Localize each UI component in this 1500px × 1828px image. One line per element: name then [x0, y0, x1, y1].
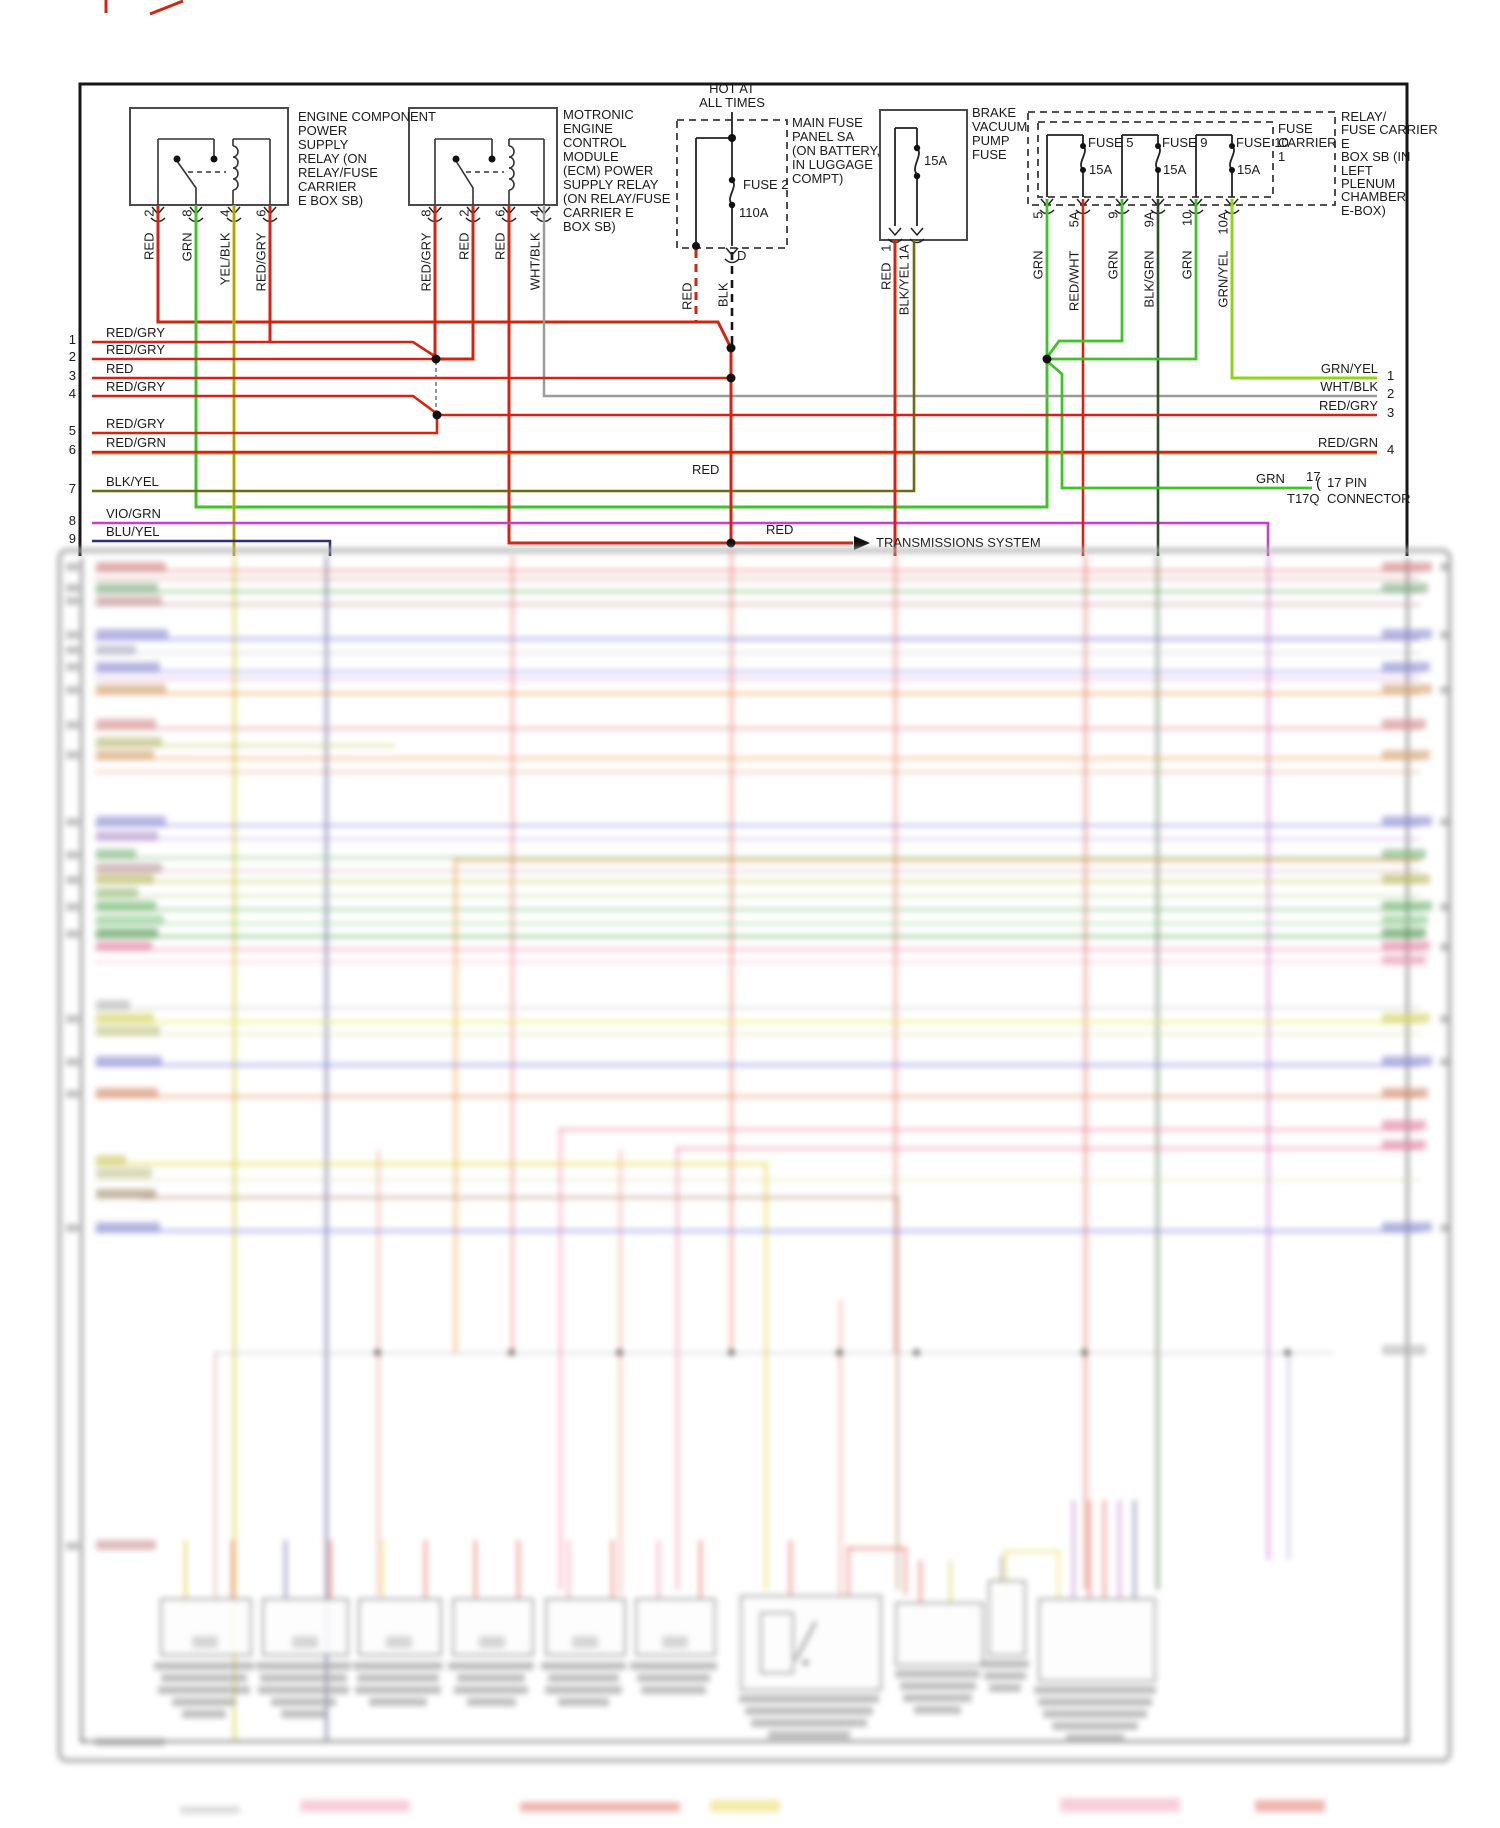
right-pin-4: 4	[1387, 442, 1395, 457]
terminal-d-label: D	[737, 248, 747, 263]
t17q-wire: GRN	[1256, 471, 1285, 486]
relay-a-box	[129, 107, 289, 206]
t17q-line2-right: CONNECTOR	[1327, 491, 1411, 506]
wire-red-relay-b2	[440, 205, 475, 361]
red-vertical-label: RED	[692, 462, 720, 477]
t17q-line2-left: T17Q	[1287, 491, 1320, 506]
right-pin-3: 3	[1387, 405, 1395, 420]
t17q-paren: (	[1316, 475, 1321, 492]
fuse2-name: FUSE 2	[743, 177, 789, 192]
left-pin-2: 2	[68, 349, 76, 364]
left-wire-1: RED/GRY	[106, 325, 165, 340]
relay-b-label: MOTRONIC ENGINE CONTROL MODULE (ECM) POWER…	[563, 107, 671, 234]
fuse-carrier-inner-label: FUSE CARRIER 1	[1278, 121, 1337, 164]
diagram-frame	[78, 82, 1409, 556]
wire-row4	[92, 394, 437, 415]
right-pin-1: 1	[1387, 368, 1395, 383]
main-fuse-panel-label: MAIN FUSE PANEL SA (ON BATTERY, IN LUGGAGE…	[792, 115, 881, 186]
left-wire-5: RED/GRY	[106, 416, 165, 431]
left-pin-4: 4	[68, 386, 76, 401]
t17q-line1: 17 PIN	[1327, 475, 1367, 490]
transmission-dest-label: TRANSMISSIONS SYSTEM	[876, 535, 1041, 550]
junction-dots	[431, 343, 1052, 548]
left-pin-7: 7	[68, 481, 76, 496]
main-fuse-panel-box	[676, 112, 788, 250]
relay-a-label: ENGINE COMPONENT POWER SUPPLY RELAY (ON RE…	[298, 109, 436, 208]
page-edge-marks	[104, 0, 184, 16]
left-pin-9: 9	[68, 531, 76, 546]
left-wire-2: RED/GRY	[106, 342, 165, 357]
wire-red-transmission	[507, 205, 853, 545]
fuse10-amps: 15A	[1237, 162, 1261, 177]
fuse9-amps: 15A	[1163, 162, 1187, 177]
relay-b-box	[408, 107, 558, 206]
wire-grn-yel	[1230, 199, 1377, 380]
brake-fuse-amps: 15A	[924, 153, 948, 168]
brake-fuse-label: BRAKE VACUUM PUMP FUSE	[972, 105, 1028, 162]
wire-grn-fuse10	[1051, 199, 1198, 361]
fuse5-amps: 15A	[1089, 162, 1113, 177]
left-wire-3: RED	[106, 361, 134, 376]
right-wire-3: RED/GRY	[1319, 398, 1378, 413]
fuse-carrier-outer-label: RELAY/FUSE CARRIER E BOX SB (IN LEFT PLENU…	[1341, 109, 1438, 218]
wire-row8-vio-grn	[92, 521, 1270, 556]
right-wire-1: GRN/YEL	[1320, 361, 1378, 376]
right-pin-2: 2	[1387, 386, 1395, 401]
blurred-panel-border	[57, 548, 1452, 1763]
t17q-pin: 17	[1306, 469, 1321, 484]
left-pin-8: 8	[68, 513, 76, 528]
transmission-arrow-icon	[854, 536, 870, 550]
left-wire-7: BLK/YEL	[106, 474, 159, 489]
wire-row7-blk-yel	[92, 240, 916, 493]
left-pin-5: 5	[68, 423, 76, 438]
left-wire-4: RED/GRY	[106, 379, 165, 394]
wire-row5	[92, 417, 439, 435]
fuse9-name: FUSE 9	[1162, 135, 1208, 150]
transmission-wire-label: RED	[766, 522, 794, 537]
left-wire-6: RED/GRN	[106, 435, 166, 450]
wire-grn-relay-a	[194, 205, 1049, 509]
left-pin-3: 3	[68, 368, 76, 383]
fuse-carrier-box	[1027, 111, 1336, 206]
left-wire-8: VIO/GRN	[106, 506, 161, 521]
fuse10-name: FUSE 10	[1236, 135, 1289, 150]
left-wire-9: BLU/YEL	[106, 524, 160, 539]
right-wire-4: RED/GRN	[1318, 435, 1378, 450]
left-pin-1: 1	[68, 332, 76, 347]
fuse2-amps: 110A	[739, 205, 769, 220]
wire-row1	[92, 340, 437, 359]
wire-red-relay-a	[156, 205, 733, 349]
wire-wht-blk	[542, 205, 1377, 398]
left-pin-6: 6	[68, 442, 76, 457]
wire-grn-t17q	[1046, 359, 1312, 490]
hot-at-all-times-label: HOT AT ALL TIMES	[699, 81, 765, 110]
wires	[92, 199, 1377, 556]
fuse5-name: FUSE 5	[1088, 135, 1134, 150]
right-wire-2: WHT/BLK	[1320, 379, 1378, 394]
wire-grn-fuse9	[1046, 199, 1124, 357]
